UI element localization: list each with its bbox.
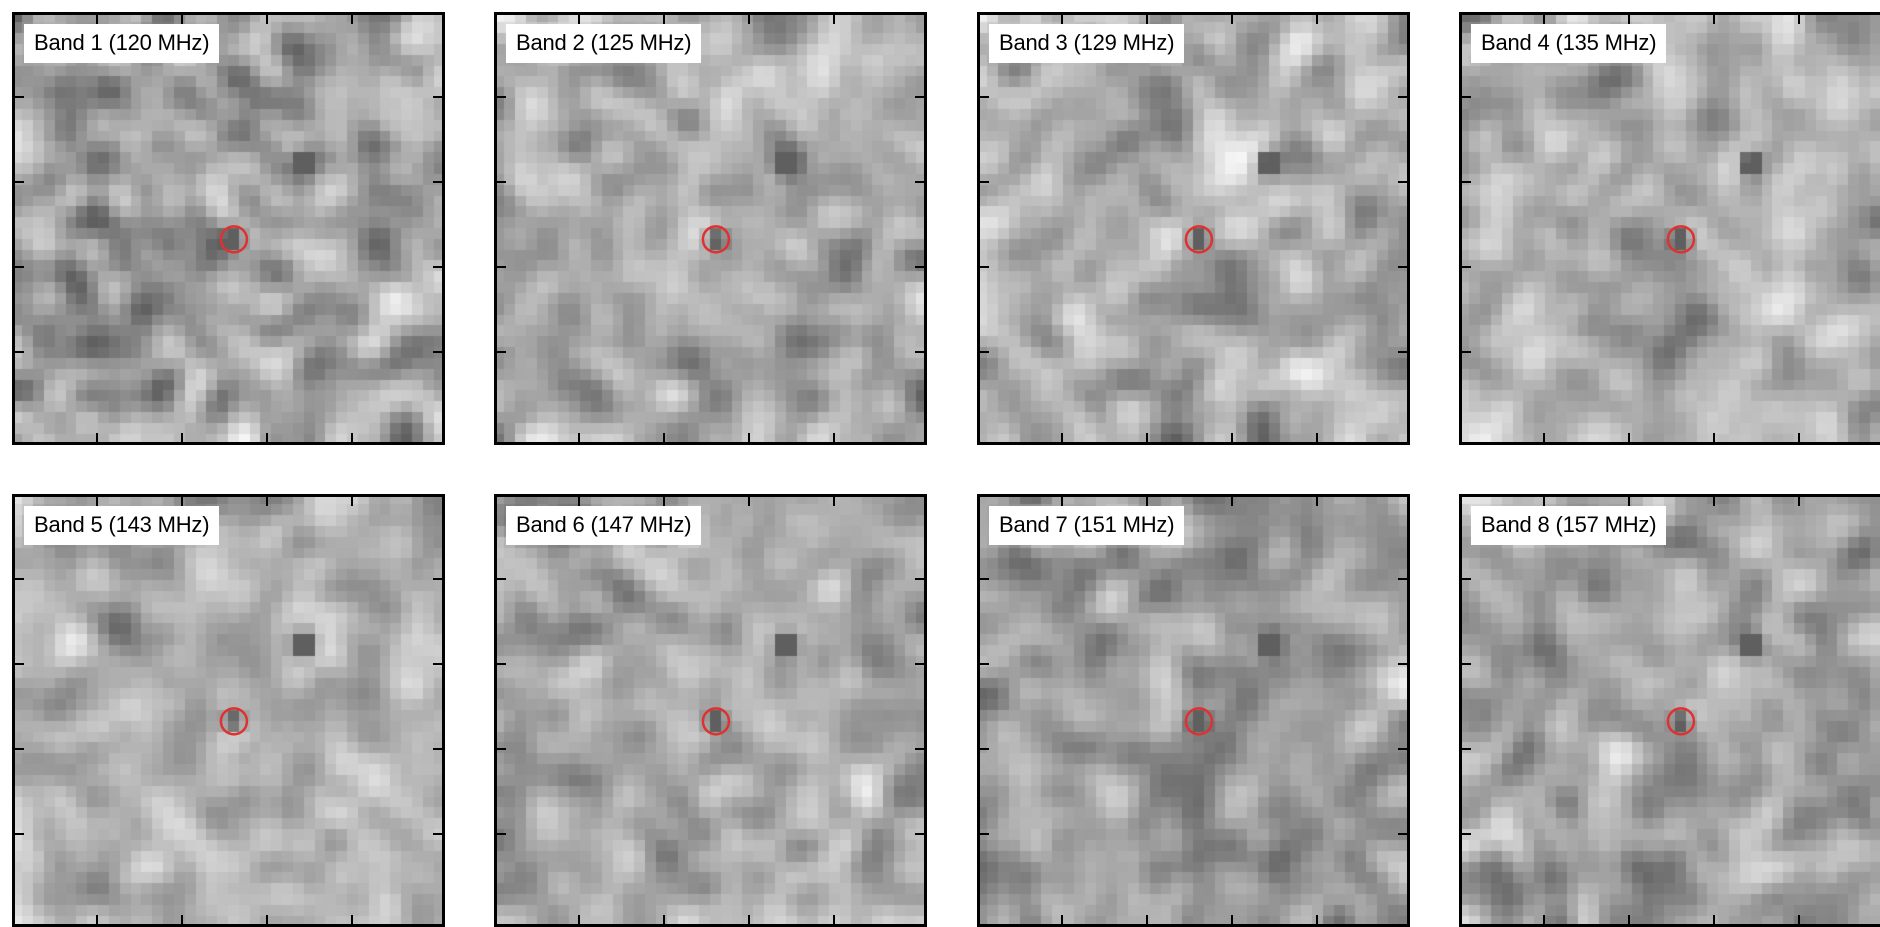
target-marker-circle [1668,226,1694,252]
band-panel-3: Band 3 (129 MHz) [977,12,1410,445]
band-panel-1: Band 1 (120 MHz) [12,12,445,445]
panel-border [1461,496,1880,926]
target-marker-circle [221,226,247,252]
target-marker-circle [1668,708,1694,734]
band-label: Band 6 (147 MHz) [506,506,701,545]
band-label: Band 2 (125 MHz) [506,24,701,63]
band-panel-8: Band 8 (157 MHz) [1459,494,1880,927]
panel-frame [1459,494,1880,927]
band-panel-4: Band 4 (135 MHz) [1459,12,1880,445]
band-label: Band 1 (120 MHz) [24,24,219,63]
band-label: Band 5 (143 MHz) [24,506,219,545]
band-label: Band 8 (157 MHz) [1471,506,1666,545]
panel-frame [494,494,927,927]
band-label: Band 7 (151 MHz) [989,506,1184,545]
panel-frame [977,12,1410,445]
panel-frame [1459,12,1880,445]
band-label: Band 3 (129 MHz) [989,24,1184,63]
panel-frame [494,12,927,445]
band-panel-5: Band 5 (143 MHz) [12,494,445,927]
target-marker-circle [703,708,729,734]
band-panel-7: Band 7 (151 MHz) [977,494,1410,927]
panel-border [1461,14,1880,444]
panel-frame [12,494,445,927]
panel-frame [12,12,445,445]
band-label: Band 4 (135 MHz) [1471,24,1666,63]
target-marker-circle [1186,226,1212,252]
target-marker-circle [703,226,729,252]
band-panel-6: Band 6 (147 MHz) [494,494,927,927]
target-marker-circle [1186,708,1212,734]
target-marker-circle [221,708,247,734]
panel-frame [977,494,1410,927]
band-panel-2: Band 2 (125 MHz) [494,12,927,445]
